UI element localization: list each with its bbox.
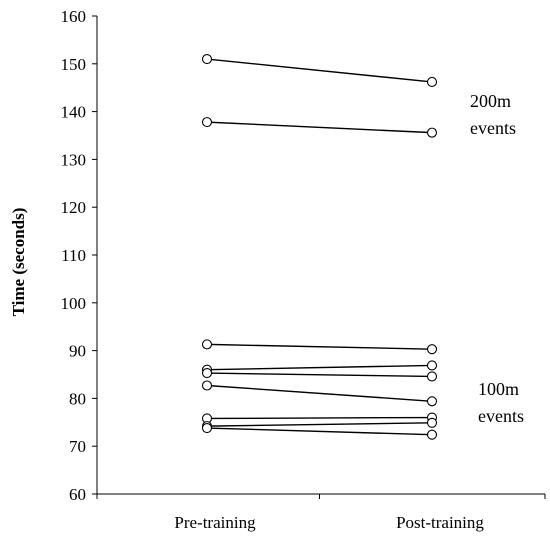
y-tick-label: 120 — [61, 198, 87, 217]
annotation-200m: 200m — [470, 91, 511, 111]
series-line — [206, 364, 433, 371]
annotation-200m: events — [470, 118, 516, 138]
data-point — [426, 396, 438, 407]
data-point — [426, 429, 438, 440]
y-tick-label: 80 — [69, 389, 86, 408]
data-point — [426, 371, 438, 382]
y-tick-label: 60 — [69, 485, 86, 504]
data-point — [201, 368, 213, 379]
y-tick-label: 150 — [61, 55, 87, 74]
series-line — [206, 58, 433, 83]
series-100m-3 — [201, 360, 438, 375]
series-100m-4 — [201, 368, 438, 382]
series-100m-8 — [201, 422, 438, 440]
x-category-label: Pre-training — [174, 513, 256, 532]
series-100m-5 — [201, 380, 438, 407]
series-line — [206, 121, 433, 134]
series-line — [206, 422, 433, 427]
y-tick-label: 100 — [61, 294, 87, 313]
series-line — [206, 427, 433, 436]
series-line — [206, 372, 433, 378]
y-tick-label: 130 — [61, 150, 87, 169]
series-100m-6 — [201, 412, 438, 424]
series-group — [201, 53, 438, 440]
data-point — [426, 360, 438, 371]
y-tick-label: 110 — [61, 246, 86, 265]
data-point — [426, 127, 438, 138]
series-200m-0 — [201, 53, 438, 88]
x-category-label: Post-training — [396, 513, 484, 532]
x-labels: Pre-training Post-training — [96, 494, 546, 532]
data-point — [201, 53, 213, 65]
series-line — [206, 384, 433, 402]
data-point — [426, 76, 438, 88]
data-point — [201, 339, 213, 350]
series-200m-1 — [201, 117, 438, 138]
y-ticks: 60 70 80 90 100 110 120 130 140 150 160 — [61, 7, 97, 504]
annotations: 200m events 100m events — [470, 91, 524, 426]
y-tick-label: 140 — [61, 103, 87, 122]
data-point — [201, 117, 213, 128]
y-tick-label: 160 — [61, 7, 87, 26]
series-100m-2 — [201, 339, 438, 355]
y-axis-label: Time (seconds) — [9, 208, 28, 317]
series-line — [206, 343, 433, 350]
series-line — [206, 416, 433, 420]
y-tick-label: 90 — [69, 342, 86, 361]
data-point — [201, 422, 213, 434]
annotation-100m: events — [478, 406, 524, 426]
data-point — [426, 417, 438, 428]
y-tick-label: 70 — [69, 437, 86, 456]
data-point — [201, 380, 213, 391]
data-point — [426, 344, 438, 355]
annotation-100m: 100m — [478, 379, 519, 399]
